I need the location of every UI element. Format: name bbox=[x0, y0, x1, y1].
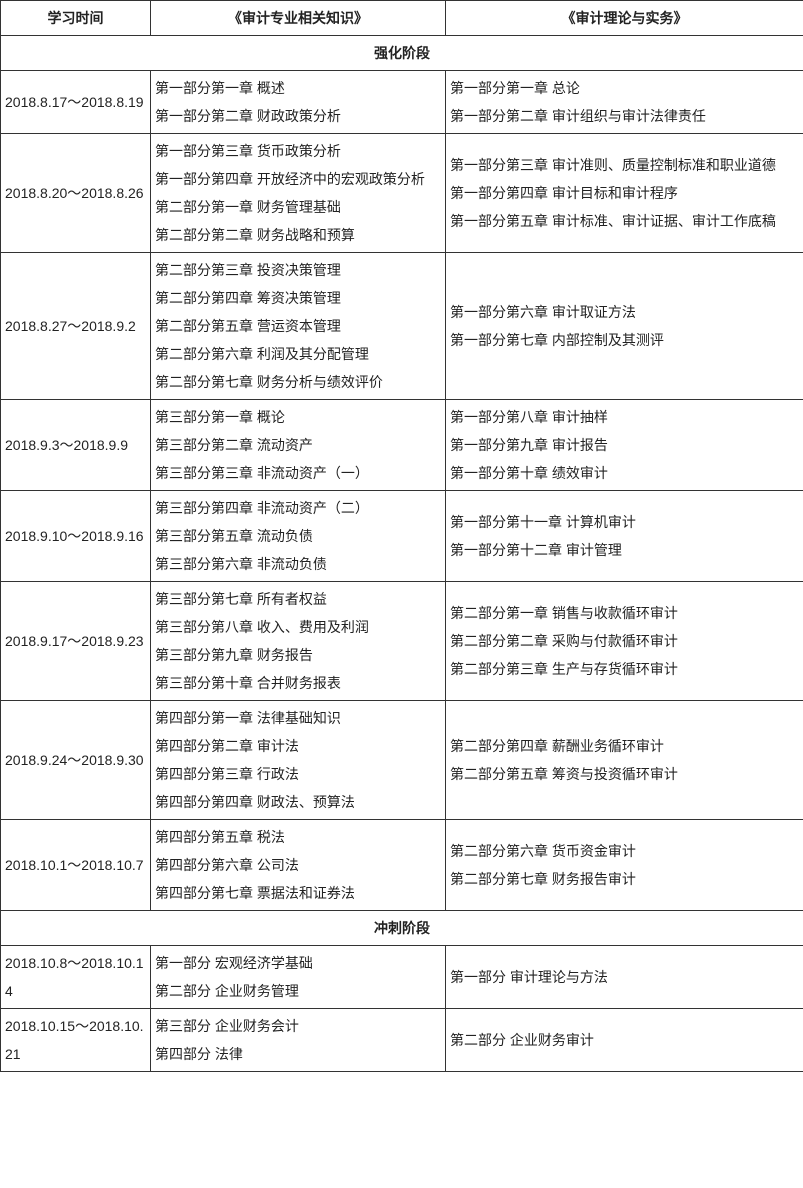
section-intensive: 强化阶段 bbox=[1, 36, 803, 71]
cell-time: 2018.9.24～2018.9.30 bbox=[1, 701, 151, 820]
table-row: 2018.8.17～2018.8.19 第一部分第一章 概述第一部分第二章 财政… bbox=[1, 71, 803, 134]
table-row: 2018.10.8～2018.10.14 第一部分 宏观经济学基础第二部分 企业… bbox=[1, 946, 803, 1009]
cell-time: 2018.8.17～2018.8.19 bbox=[1, 71, 151, 134]
cell-subject2: 第一部分第六章 审计取证方法第一部分第七章 内部控制及其测评 bbox=[446, 253, 803, 400]
cell-subject2: 第一部分 审计理论与方法 bbox=[446, 946, 803, 1009]
cell-subject2: 第二部分第一章 销售与收款循环审计第二部分第二章 采购与付款循环审计第二部分第三… bbox=[446, 582, 803, 701]
cell-subject1: 第一部分 宏观经济学基础第二部分 企业财务管理 bbox=[151, 946, 446, 1009]
study-schedule-table: 学习时间 《审计专业相关知识》 《审计理论与实务》 强化阶段 2018.8.17… bbox=[0, 0, 803, 1072]
cell-subject2: 第二部分第六章 货币资金审计第二部分第七章 财务报告审计 bbox=[446, 820, 803, 911]
table-row: 2018.8.27～2018.9.2 第二部分第三章 投资决策管理第二部分第四章… bbox=[1, 253, 803, 400]
section-intensive-row: 强化阶段 bbox=[1, 36, 803, 71]
cell-subject1: 第三部分第七章 所有者权益第三部分第八章 收入、费用及利润第三部分第九章 财务报… bbox=[151, 582, 446, 701]
table-row: 2018.9.3～2018.9.9 第三部分第一章 概论第三部分第二章 流动资产… bbox=[1, 400, 803, 491]
cell-subject2: 第二部分第四章 薪酬业务循环审计第二部分第五章 筹资与投资循环审计 bbox=[446, 701, 803, 820]
section-sprint-row: 冲刺阶段 bbox=[1, 911, 803, 946]
cell-time: 2018.9.17～2018.9.23 bbox=[1, 582, 151, 701]
header-time: 学习时间 bbox=[1, 1, 151, 36]
table-row: 2018.10.15～2018.10.21 第三部分 企业财务会计第四部分 法律… bbox=[1, 1009, 803, 1072]
cell-subject1: 第三部分 企业财务会计第四部分 法律 bbox=[151, 1009, 446, 1072]
header-row: 学习时间 《审计专业相关知识》 《审计理论与实务》 bbox=[1, 1, 803, 36]
cell-time: 2018.10.15～2018.10.21 bbox=[1, 1009, 151, 1072]
cell-subject2: 第一部分第三章 审计准则、质量控制标准和职业道德第一部分第四章 审计目标和审计程… bbox=[446, 134, 803, 253]
cell-subject2: 第一部分第八章 审计抽样第一部分第九章 审计报告第一部分第十章 绩效审计 bbox=[446, 400, 803, 491]
table-row: 2018.9.17～2018.9.23 第三部分第七章 所有者权益第三部分第八章… bbox=[1, 582, 803, 701]
cell-subject1: 第二部分第三章 投资决策管理第二部分第四章 筹资决策管理第二部分第五章 营运资本… bbox=[151, 253, 446, 400]
cell-subject1: 第四部分第一章 法律基础知识第四部分第二章 审计法第四部分第三章 行政法第四部分… bbox=[151, 701, 446, 820]
cell-time: 2018.10.1～2018.10.7 bbox=[1, 820, 151, 911]
header-subject2: 《审计理论与实务》 bbox=[446, 1, 803, 36]
cell-subject2: 第一部分第十一章 计算机审计第一部分第十二章 审计管理 bbox=[446, 491, 803, 582]
cell-subject1: 第一部分第三章 货币政策分析第一部分第四章 开放经济中的宏观政策分析第二部分第一… bbox=[151, 134, 446, 253]
cell-subject1: 第四部分第五章 税法第四部分第六章 公司法第四部分第七章 票据法和证券法 bbox=[151, 820, 446, 911]
cell-time: 2018.8.20～2018.8.26 bbox=[1, 134, 151, 253]
header-subject1: 《审计专业相关知识》 bbox=[151, 1, 446, 36]
cell-subject1: 第三部分第一章 概论第三部分第二章 流动资产第三部分第三章 非流动资产（一） bbox=[151, 400, 446, 491]
cell-time: 2018.10.8～2018.10.14 bbox=[1, 946, 151, 1009]
section-sprint: 冲刺阶段 bbox=[1, 911, 803, 946]
cell-time: 2018.9.10～2018.9.16 bbox=[1, 491, 151, 582]
cell-subject2: 第一部分第一章 总论第一部分第二章 审计组织与审计法律责任 bbox=[446, 71, 803, 134]
cell-subject2: 第二部分 企业财务审计 bbox=[446, 1009, 803, 1072]
cell-subject1: 第一部分第一章 概述第一部分第二章 财政政策分析 bbox=[151, 71, 446, 134]
cell-subject1: 第三部分第四章 非流动资产（二）第三部分第五章 流动负债第三部分第六章 非流动负… bbox=[151, 491, 446, 582]
cell-time: 2018.8.27～2018.9.2 bbox=[1, 253, 151, 400]
table-row: 2018.9.10～2018.9.16 第三部分第四章 非流动资产（二）第三部分… bbox=[1, 491, 803, 582]
table-row: 2018.10.1～2018.10.7 第四部分第五章 税法第四部分第六章 公司… bbox=[1, 820, 803, 911]
cell-time: 2018.9.3～2018.9.9 bbox=[1, 400, 151, 491]
table-row: 2018.8.20～2018.8.26 第一部分第三章 货币政策分析第一部分第四… bbox=[1, 134, 803, 253]
table-row: 2018.9.24～2018.9.30 第四部分第一章 法律基础知识第四部分第二… bbox=[1, 701, 803, 820]
